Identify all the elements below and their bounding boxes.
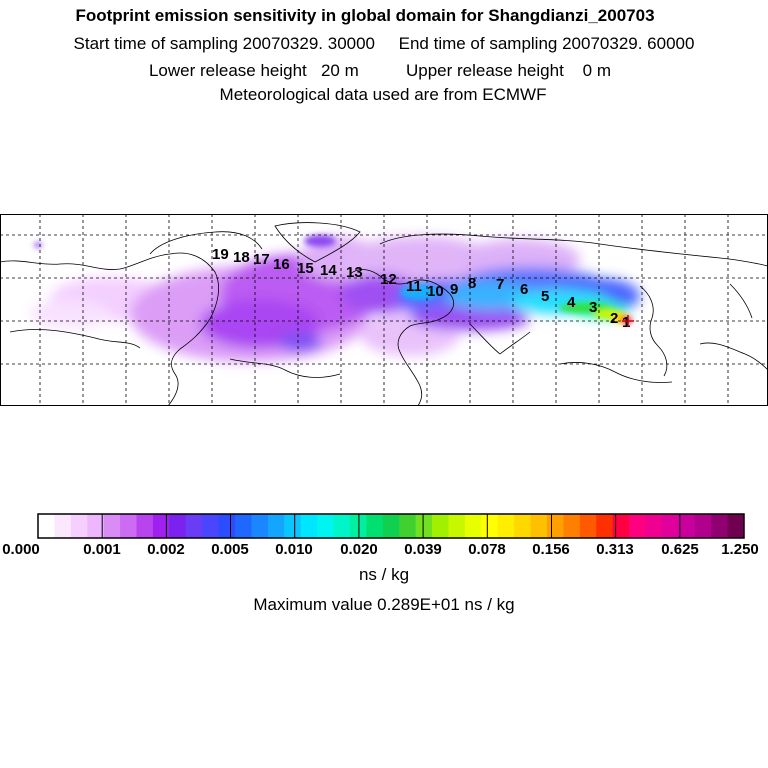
trajectory-label: 6 xyxy=(520,281,528,298)
colorbar-cell xyxy=(629,514,646,538)
colorbar-cell xyxy=(103,514,121,538)
trajectory-label: 17 xyxy=(253,251,270,268)
station-marker xyxy=(622,315,634,327)
colorbar-cell xyxy=(645,514,663,538)
colorbar-ticks xyxy=(101,514,681,538)
colorbar-cell xyxy=(218,514,236,538)
colorbar-tick-label: 0.001 xyxy=(83,541,121,558)
colorbar-cell xyxy=(530,514,548,538)
colorbar-tick-label: 0.078 xyxy=(468,541,506,558)
maximum-value: Maximum value 0.289E+01 ns / kg xyxy=(253,595,515,614)
colorbar-cell xyxy=(579,514,597,538)
colorbar-cell xyxy=(432,514,449,538)
colorbar-tick-label: 0.010 xyxy=(275,541,313,558)
coastlines xyxy=(0,222,768,406)
colorbar-cell xyxy=(415,514,433,538)
colorbar-units: ns / kg xyxy=(358,565,410,584)
colorbar-tick-label: 1.250 xyxy=(721,541,759,558)
colorbar-cell xyxy=(267,514,285,538)
colorbar-cell xyxy=(317,514,334,538)
footprint-map: 1 2 3 4 5 6 7 8 9 10 11 12 13 14 15 16 1… xyxy=(0,214,768,406)
colorbar-cell xyxy=(612,514,630,538)
colorbar-cell xyxy=(727,514,745,538)
trajectory-label: 12 xyxy=(380,271,397,288)
trajectory-label: 15 xyxy=(297,260,314,277)
trajectory-label: 9 xyxy=(450,281,458,298)
colorbar-cell xyxy=(349,514,367,538)
colorbar: 0.000 0.001 0.002 0.005 0.010 0.020 0.03… xyxy=(2,513,759,558)
colorbar-cell xyxy=(382,514,400,538)
colorbar-tick-label: 0.313 xyxy=(596,541,634,558)
colorbar-tick-label: 0.020 xyxy=(340,541,378,558)
plot-title: Footprint emission sensitivity in global… xyxy=(75,6,655,25)
met-data-line: Meteorological data used are from ECMWF xyxy=(219,85,547,104)
colorbar-cell xyxy=(661,514,679,538)
trajectory-label: 10 xyxy=(427,283,444,300)
colorbar-cell xyxy=(251,514,269,538)
colorbar-cell xyxy=(54,514,72,538)
sensitivity-field xyxy=(30,235,640,362)
colorbar-cell xyxy=(136,514,154,538)
colorbar-tick-label: 0.002 xyxy=(147,541,185,558)
colorbar-cell xyxy=(464,514,482,538)
trajectory-label: 16 xyxy=(273,256,290,273)
colorbar-cell xyxy=(546,514,564,538)
colorbar-tick-label: 0.005 xyxy=(211,541,249,558)
trajectory-label: 5 xyxy=(541,288,549,305)
colorbar-cell xyxy=(399,514,417,538)
colorbar-tick-label: 0.039 xyxy=(404,541,442,558)
colorbar-cell xyxy=(152,514,170,538)
colorbar-cell xyxy=(185,514,203,538)
colorbar-cells xyxy=(38,514,745,538)
trajectory-label: 19 xyxy=(212,246,229,263)
colorbar-cell xyxy=(596,514,614,538)
colorbar-tick-label: 0.000 xyxy=(2,541,40,558)
colorbar-cell xyxy=(300,514,318,538)
trajectory-label: 11 xyxy=(406,278,422,295)
colorbar-cell xyxy=(70,514,88,538)
trajectory-label: 3 xyxy=(589,299,597,316)
colorbar-cell xyxy=(333,514,351,538)
colorbar-cell xyxy=(202,514,220,538)
trajectory-label: 8 xyxy=(468,275,476,292)
colorbar-cell xyxy=(87,514,105,538)
trajectory-label: 13 xyxy=(346,264,363,281)
colorbar-cell xyxy=(38,514,55,538)
colorbar-cell xyxy=(678,514,696,538)
colorbar-cell xyxy=(235,514,252,538)
trajectory-label: 2 xyxy=(610,310,618,327)
colorbar-cell xyxy=(497,514,515,538)
colorbar-cell xyxy=(563,514,581,538)
trajectory-label: 18 xyxy=(233,249,250,266)
colorbar-cell xyxy=(169,514,187,538)
colorbar-cell xyxy=(514,514,531,538)
colorbar-cell xyxy=(284,514,302,538)
colorbar-frame xyxy=(37,513,745,539)
lat-lon-grid xyxy=(0,214,768,406)
trajectory-label: 4 xyxy=(567,294,576,311)
trajectory-label: 1 xyxy=(622,314,630,331)
colorbar-tick-label: 0.156 xyxy=(532,541,570,558)
release-height-line: Lower release height 20 m Upper release … xyxy=(148,61,612,80)
trajectory-labels: 1 2 3 4 5 6 7 8 9 10 11 12 13 14 15 16 1… xyxy=(212,246,630,331)
colorbar-cell xyxy=(711,514,728,538)
colorbar-cell xyxy=(481,514,499,538)
trajectory-label: 14 xyxy=(320,262,337,279)
colorbar-cell xyxy=(366,514,384,538)
colorbar-cell xyxy=(694,514,712,538)
sampling-time-line: Start time of sampling 20070329. 30000 E… xyxy=(73,34,695,53)
colorbar-cell xyxy=(120,514,137,538)
colorbar-tick-label: 0.625 xyxy=(661,541,699,558)
trajectory-label: 7 xyxy=(496,276,504,293)
colorbar-cell xyxy=(448,514,466,538)
